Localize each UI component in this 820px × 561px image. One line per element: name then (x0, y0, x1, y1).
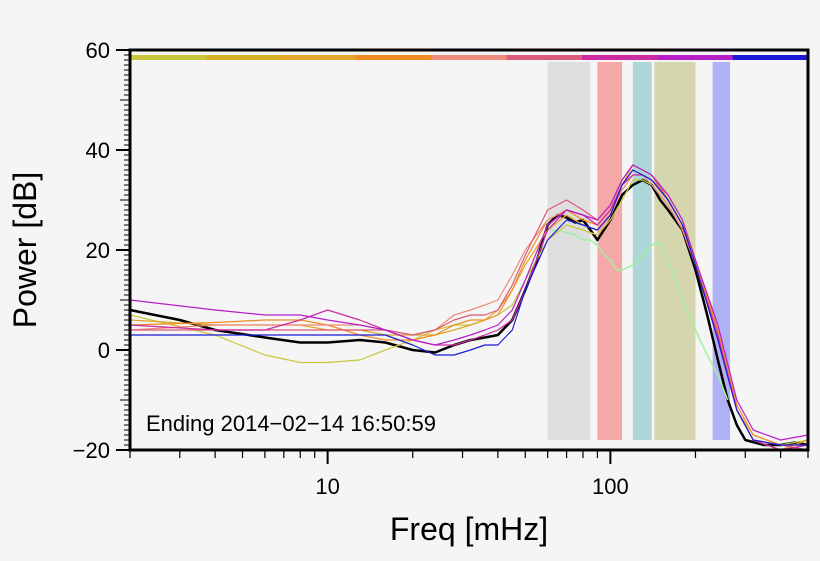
y-tick-label: 20 (86, 238, 110, 263)
x-axis: 10 100 (129, 450, 809, 499)
band-2 (632, 62, 652, 440)
series-line-1 (547, 229, 729, 401)
ending-annotation: Ending 2014−02−14 16:50:59 (146, 411, 436, 436)
y-tick-label: 60 (86, 38, 110, 63)
y-tick-label: 40 (86, 138, 110, 163)
color-bar-segment-3 (356, 55, 432, 60)
color-bar-segment-0 (130, 55, 206, 60)
color-bar-segment-1 (205, 55, 282, 60)
y-axis-title: Power [dB] (7, 172, 43, 329)
x-tick-label: 10 (315, 474, 339, 499)
series-line-8 (129, 164, 809, 441)
color-bar-segment-8 (732, 55, 809, 60)
band-4 (712, 62, 731, 440)
y-tick-label: 0 (98, 338, 110, 363)
y-axis: 60 40 20 0 −20 (73, 38, 130, 463)
color-bar-segment-6 (582, 55, 658, 60)
band-0 (547, 62, 591, 440)
color-bar-segment-2 (280, 55, 357, 60)
color-bar-segment-7 (657, 55, 734, 60)
series-lines (129, 164, 809, 451)
series-line-0 (129, 178, 809, 447)
frequency-bands (547, 62, 731, 440)
x-axis-title: Freq [mHz] (390, 511, 548, 547)
color-bar-segment-4 (431, 55, 508, 60)
series-line-9 (130, 169, 808, 446)
color-bar-segment-5 (506, 55, 583, 60)
top-color-bar (130, 55, 809, 60)
x-tick-label: 100 (592, 474, 629, 499)
y-tick-label: −20 (73, 438, 110, 463)
